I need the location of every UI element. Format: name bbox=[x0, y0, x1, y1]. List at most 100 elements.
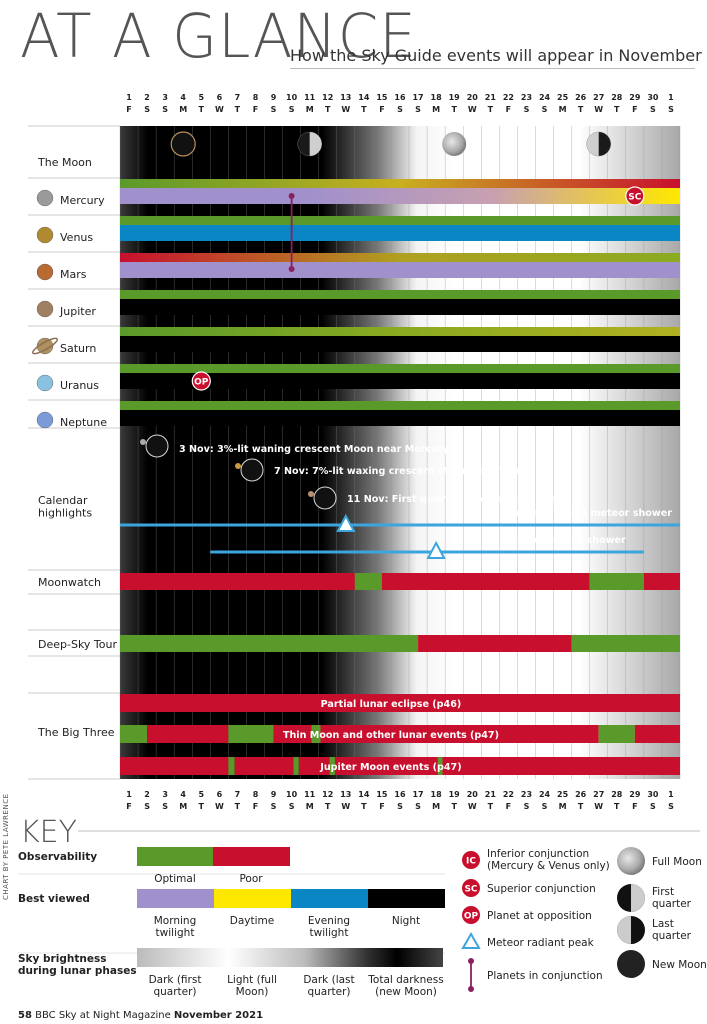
day-number: 30 bbox=[647, 790, 659, 799]
key-phase-text: First quarter bbox=[652, 886, 692, 910]
day-letter: T bbox=[614, 105, 620, 114]
key-best-viewed-label: Best viewed bbox=[18, 893, 90, 905]
day-letter: S bbox=[668, 105, 674, 114]
day-letter: W bbox=[468, 802, 477, 811]
big-three-bar bbox=[298, 757, 330, 775]
moonwatch-bar bbox=[589, 573, 644, 590]
key-symbol-text-line: (Mercury & Venus only) bbox=[487, 860, 610, 872]
key-sky-text-line: quarter) bbox=[307, 986, 350, 998]
day-axis: 1F2S3S4M5T6W7T8F9S10S11M12T13W14T15F16S1… bbox=[126, 93, 674, 811]
mars-icon bbox=[36, 263, 54, 281]
day-number: 1 bbox=[668, 93, 674, 102]
row-label-moonwatch: Moonwatch bbox=[38, 576, 101, 589]
day-number: 7 bbox=[235, 790, 241, 799]
day-number: 22 bbox=[503, 790, 514, 799]
big-three-bar bbox=[634, 725, 680, 743]
day-letter: T bbox=[361, 105, 367, 114]
day-letter: M bbox=[432, 105, 440, 114]
big-three-bar bbox=[598, 725, 635, 743]
day-number: 19 bbox=[449, 790, 461, 799]
day-number: 27 bbox=[593, 790, 604, 799]
moonwatch-bar bbox=[643, 573, 680, 590]
day-letter: M bbox=[179, 105, 187, 114]
row-label-mars: Mars bbox=[60, 268, 87, 281]
big-three-bar bbox=[120, 725, 148, 743]
key-sky-text-line: Light (full bbox=[227, 974, 277, 986]
day-number: 1 bbox=[668, 790, 674, 799]
day-number: 8 bbox=[253, 93, 259, 102]
key-sky-text-line: Moon) bbox=[236, 986, 269, 998]
moonwatch-bar bbox=[120, 573, 355, 590]
day-number: 9 bbox=[271, 790, 277, 799]
event-planet bbox=[235, 463, 241, 469]
key-phase-text: Last quarter bbox=[652, 918, 692, 942]
row-label-deep-sky: Deep-Sky Tour bbox=[38, 638, 117, 651]
day-letter: T bbox=[578, 802, 584, 811]
day-letter: S bbox=[524, 802, 530, 811]
day-letter: F bbox=[506, 802, 511, 811]
day-letter: T bbox=[361, 802, 367, 811]
day-number: 10 bbox=[286, 790, 298, 799]
day-letter: F bbox=[632, 802, 637, 811]
moon-lit-half bbox=[309, 132, 322, 156]
day-number: 16 bbox=[394, 93, 406, 102]
key-sky-label: Sky brightness during lunar phases bbox=[18, 953, 137, 977]
day-letter: T bbox=[235, 802, 241, 811]
day-number: 4 bbox=[180, 93, 186, 102]
key-view-text-line: twilight bbox=[156, 927, 195, 939]
key-sky-text: Light (full Moon) bbox=[227, 974, 277, 998]
best-viewed-bar bbox=[120, 373, 680, 389]
big-three-bar bbox=[442, 757, 680, 775]
observability-bar bbox=[120, 216, 680, 225]
row-label-calendar: Calendar highlights bbox=[38, 494, 92, 520]
key-view-swatch bbox=[291, 889, 368, 908]
key-symbol-text: Inferior conjunction (Mercury & Venus onl… bbox=[487, 848, 610, 872]
key-phase-text-line: First bbox=[652, 886, 674, 898]
day-letter: S bbox=[524, 105, 530, 114]
key-observability-label-line: Observability bbox=[18, 851, 97, 863]
day-number: 13 bbox=[340, 790, 351, 799]
day-letter: S bbox=[668, 802, 674, 811]
day-letter: T bbox=[199, 802, 205, 811]
moon-phase-new bbox=[170, 131, 196, 157]
conjunction-dot bbox=[288, 266, 295, 272]
key-view-text: Night bbox=[392, 915, 420, 927]
new-moon-disc bbox=[170, 131, 196, 157]
conjunction-dot bbox=[288, 193, 295, 199]
deep-sky-bar bbox=[418, 635, 572, 652]
key-optimal-swatch bbox=[137, 847, 213, 866]
key-badge-text: SC bbox=[464, 885, 477, 895]
day-number: 4 bbox=[180, 790, 186, 799]
key-symbol-text-line: Planet at opposition bbox=[487, 910, 592, 922]
best-viewed-bar bbox=[120, 336, 680, 352]
day-number: 16 bbox=[394, 790, 406, 799]
key-sky-text-line: (new Moon) bbox=[375, 986, 437, 998]
key-view-swatch bbox=[368, 889, 445, 908]
key-symbol-text: Planets in conjunction bbox=[487, 970, 603, 982]
moon-phase-first-quarter bbox=[297, 131, 322, 157]
day-letter: S bbox=[415, 802, 421, 811]
day-number: 22 bbox=[503, 93, 514, 102]
page-title: AT A GLANCE bbox=[20, 0, 417, 72]
best-viewed-bar bbox=[120, 188, 680, 204]
page-subtitle: How the Sky Guide events will appear in … bbox=[290, 46, 702, 65]
day-letter: F bbox=[632, 105, 637, 114]
day-number: 17 bbox=[412, 93, 423, 102]
key-optimal-text: Optimal bbox=[154, 873, 196, 885]
day-number: 7 bbox=[235, 93, 241, 102]
key-conjunction-dot bbox=[468, 986, 474, 992]
day-number: 24 bbox=[539, 93, 551, 102]
deep-sky-bar bbox=[120, 635, 419, 652]
row-label-the-moon: The Moon bbox=[37, 156, 92, 169]
day-number: 26 bbox=[575, 790, 587, 799]
day-number: 30 bbox=[647, 93, 659, 102]
publication-name: BBC Sky at Night Magazine bbox=[35, 1010, 171, 1021]
day-letter: F bbox=[506, 105, 511, 114]
key-poor-swatch bbox=[213, 847, 290, 866]
key-phase-text-line: New Moon bbox=[652, 959, 707, 971]
event-moon bbox=[145, 434, 169, 458]
day-letter: W bbox=[215, 105, 224, 114]
key-sky-text: Dark (last quarter) bbox=[303, 974, 354, 998]
marker-label: OP bbox=[194, 378, 209, 388]
day-number: 14 bbox=[358, 93, 370, 102]
